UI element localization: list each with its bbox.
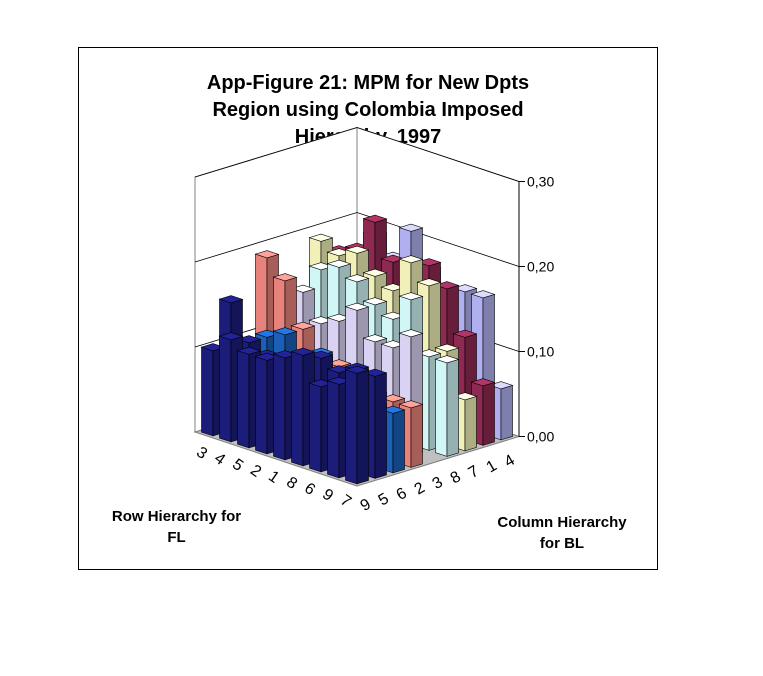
column-axis-label-line: Column Hierarchy: [497, 514, 627, 531]
bar-top: [434, 343, 460, 352]
bar-face-left: [435, 358, 448, 457]
z-tick-label: 0,20: [527, 259, 554, 275]
column-axis-label-line: for BL: [539, 535, 585, 552]
column-tick-label: 1: [484, 457, 500, 476]
bars: [200, 214, 514, 485]
column-tick-label: 4: [502, 452, 518, 471]
row-tick-label: 9: [319, 486, 336, 505]
row-tick-label: 3: [193, 444, 210, 463]
bar-face-right: [410, 403, 423, 468]
bar-face-left: [345, 369, 358, 485]
bar-top: [254, 250, 280, 259]
z-tick-label: 0,30: [527, 174, 554, 190]
z-tick-label: 0,10: [527, 344, 554, 360]
bar-face-right: [446, 358, 459, 457]
z-tick-label: 0,00: [527, 429, 554, 445]
gridline: [194, 212, 520, 267]
bar-top: [470, 290, 496, 299]
column-tick-label: 8: [448, 468, 464, 487]
bar-top: [272, 327, 298, 336]
bar-face-right: [464, 395, 477, 452]
bar-top: [398, 292, 424, 301]
bar-top: [326, 259, 352, 268]
bar-face-right: [482, 381, 495, 446]
column-tick-label: 7: [466, 463, 482, 482]
bar-top: [398, 255, 424, 264]
bar-face-left: [219, 335, 232, 443]
bar-top: [344, 302, 370, 311]
bar-face-left: [201, 346, 214, 437]
bar-top: [344, 365, 370, 374]
row-axis-label-line: Row Hierarchy for: [111, 508, 242, 525]
bar-top: [290, 321, 316, 330]
bar-top: [218, 332, 244, 341]
row-tick-label: 8: [283, 474, 300, 493]
column-tick-label: 6: [394, 485, 410, 504]
chart-plot-area: 0,000,100,200,303 4 5 2 1 8 6 9 7 9 5 6 2 3 8 7 1 4: [193, 126, 554, 515]
column-tick-label: 5: [376, 490, 392, 509]
bar-top: [362, 297, 388, 306]
bar-face-left: [291, 351, 304, 467]
chart-frame: App-Figure 21: MPM for New Dpts Region u…: [78, 47, 658, 570]
bar-face-left: [273, 353, 286, 461]
row-tick-label: 5: [229, 456, 246, 475]
bar-face-left: [255, 356, 268, 455]
bar-face-left: [237, 350, 250, 449]
bar-top: [290, 347, 316, 356]
chart-title-line: Region using Colombia Imposed: [212, 99, 524, 121]
gridline: [194, 127, 520, 182]
row-tick-label: 1: [265, 468, 282, 487]
column-tick-label: 9: [358, 496, 374, 515]
bar-top: [362, 268, 388, 277]
bar-top: [398, 400, 424, 409]
bar-top: [308, 233, 334, 242]
bar-top: [416, 278, 442, 287]
row-tick-label: 2: [247, 462, 264, 481]
bar-top: [434, 355, 460, 364]
bar-face-left: [327, 380, 340, 479]
bar-face-right: [500, 384, 513, 441]
column-axis-label: Column Hierarchy for BL: [467, 512, 657, 554]
bar-top: [344, 245, 370, 254]
bar-face-right: [356, 369, 369, 485]
row-tick-label: 6: [301, 480, 318, 499]
column-tick-label: 2: [412, 479, 428, 498]
bar-top: [398, 329, 424, 338]
z-axis: 0,00 0,10 0,20 0,30: [518, 174, 554, 445]
column-tick-label: 3: [430, 474, 446, 493]
row-tick-label: 4: [211, 450, 228, 469]
bar: [344, 365, 370, 485]
bar-top: [236, 346, 262, 355]
bar-top: [344, 274, 370, 283]
bar-face-right: [392, 409, 405, 474]
bar-top: [362, 334, 388, 343]
bar-top: [218, 295, 244, 304]
row-axis-label: Row Hierarchy for FL: [89, 506, 264, 548]
bar-face-left: [309, 382, 322, 473]
bar-top: [272, 273, 298, 282]
bar-face-right: [374, 372, 387, 479]
bar: [434, 355, 460, 457]
bar-top: [470, 378, 496, 387]
bar-top: [362, 214, 388, 223]
chart-title-line: App-Figure 21: MPM for New Dpts: [206, 72, 530, 94]
bar-top: [452, 329, 478, 338]
row-axis-label-line: FL: [167, 529, 186, 546]
bar: [290, 347, 316, 467]
bar-top: [398, 223, 424, 232]
row-tick-label: 7: [337, 492, 354, 511]
